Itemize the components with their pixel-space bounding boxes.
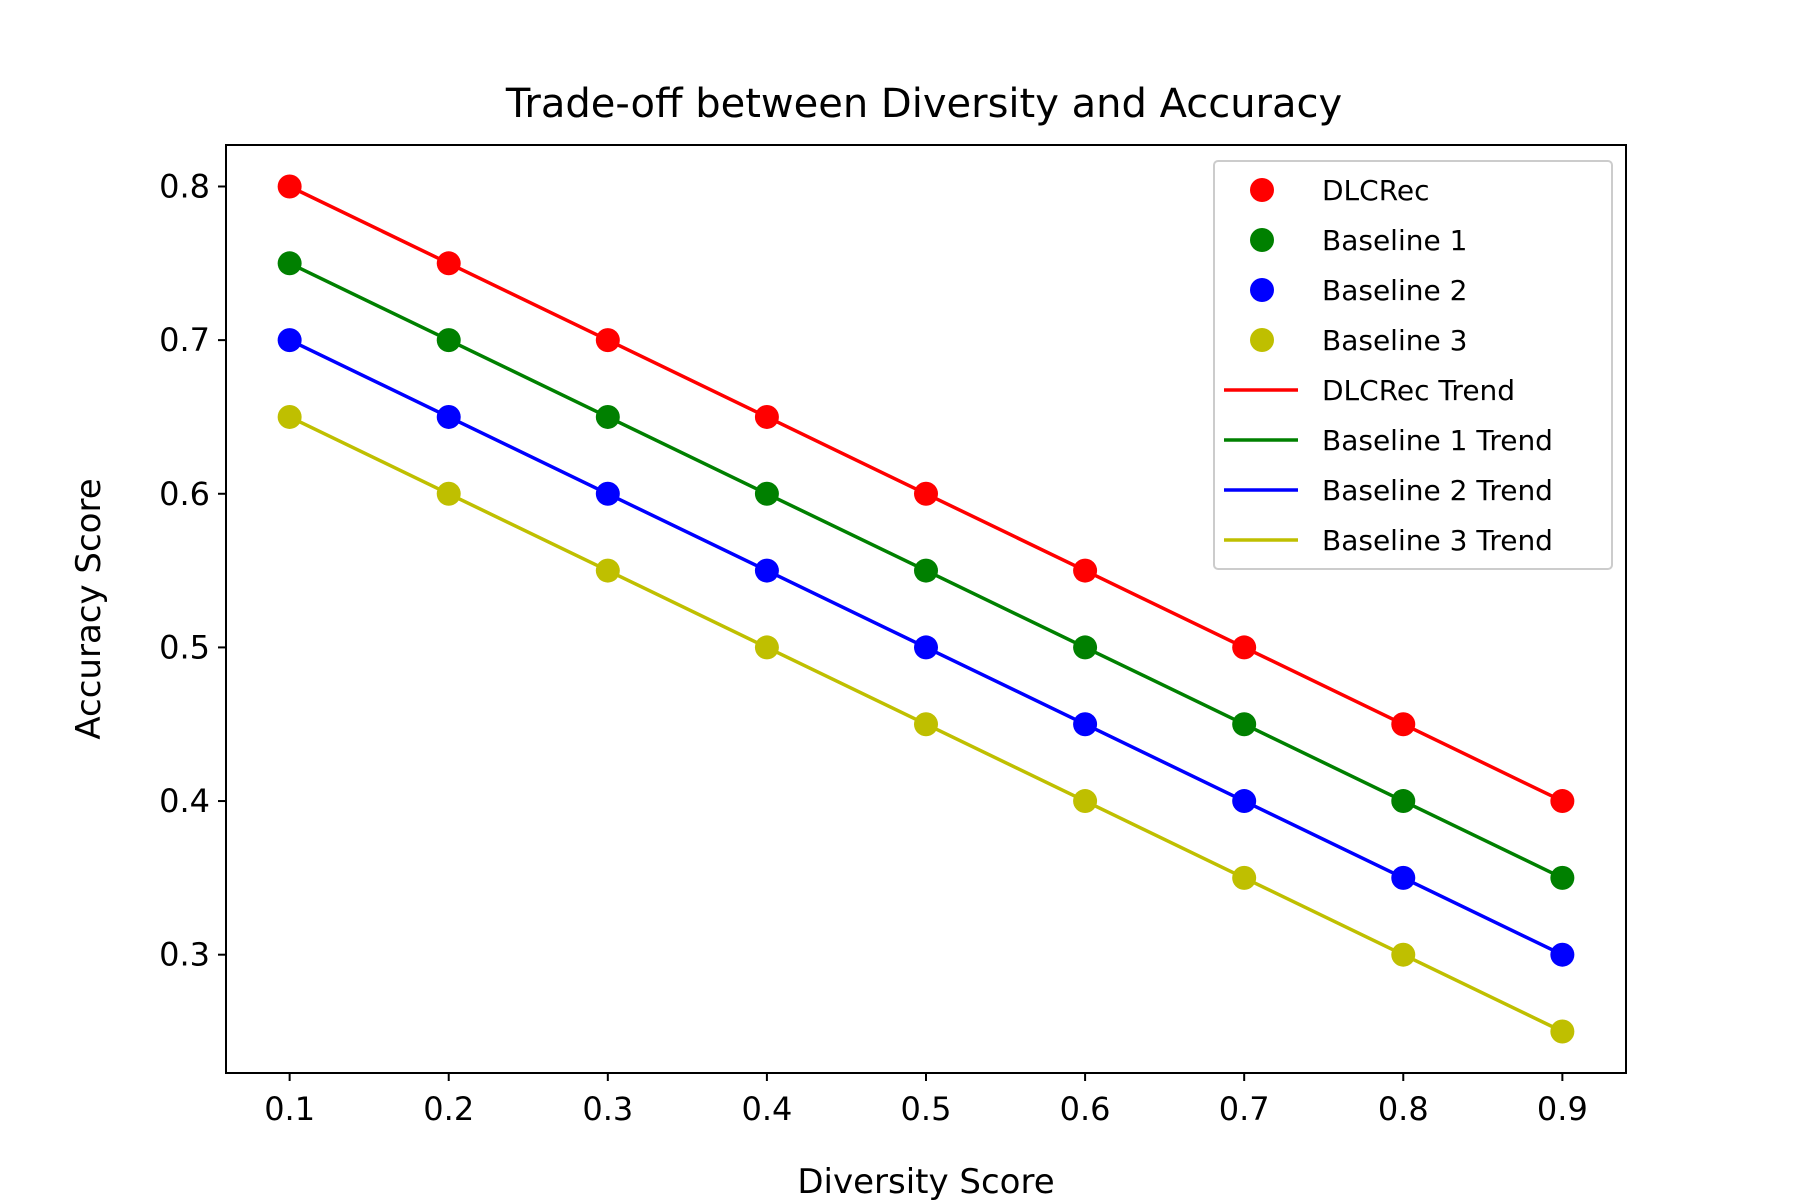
data-point	[914, 558, 938, 583]
legend-marker	[1250, 328, 1274, 352]
y-tick-label: 0.7	[159, 321, 210, 359]
legend-label: Baseline 2	[1322, 274, 1467, 307]
data-point	[1073, 712, 1098, 737]
data-point	[914, 635, 938, 660]
y-tick-label: 0.3	[159, 936, 210, 974]
x-tick-label: 0.4	[741, 1090, 792, 1128]
data-point	[277, 174, 302, 199]
x-tick-label: 0.5	[901, 1090, 952, 1128]
y-axis-label: Accuracy Score	[69, 478, 109, 739]
x-tick-label: 0.7	[1219, 1090, 1270, 1128]
x-tick-label: 0.9	[1537, 1090, 1588, 1128]
data-point	[1550, 865, 1575, 890]
x-tick-label: 0.3	[582, 1090, 633, 1128]
data-point	[1550, 942, 1575, 967]
legend-label: DLCRec	[1322, 174, 1430, 207]
data-point	[754, 481, 779, 506]
data-point	[1232, 865, 1257, 890]
data-point	[595, 558, 620, 583]
data-point	[277, 328, 302, 353]
legend-box	[1213, 160, 1613, 570]
data-point	[1232, 712, 1257, 737]
x-tick-label: 0.6	[1060, 1090, 1111, 1128]
x-tick-label: 0.8	[1378, 1090, 1429, 1128]
data-point	[277, 404, 302, 429]
data-point	[436, 251, 461, 276]
data-point	[436, 481, 461, 506]
y-tick-label: 0.5	[159, 628, 210, 666]
data-point	[436, 404, 461, 429]
data-point	[754, 404, 779, 429]
plot-area	[277, 174, 1575, 1044]
legend: DLCRec Baseline 1 Baseline 2 Baseline 3 DLCR…	[1213, 160, 1613, 570]
data-point	[1073, 789, 1098, 814]
x-tick-label: 0.2	[423, 1090, 474, 1128]
data-point	[754, 635, 779, 660]
data-point	[436, 328, 461, 353]
legend-label: Baseline 1 Trend	[1322, 424, 1553, 457]
y-tick-label: 0.8	[159, 167, 210, 205]
data-point	[914, 712, 938, 737]
chart-title: Trade-off between Diversity and Accuracy	[505, 81, 1342, 127]
legend-marker	[1250, 178, 1274, 202]
data-point	[277, 251, 302, 276]
data-point	[1550, 789, 1575, 814]
y-tick-label: 0.6	[159, 475, 210, 513]
data-point	[595, 481, 620, 506]
data-point	[595, 404, 620, 429]
legend-marker	[1250, 228, 1274, 252]
data-point	[1550, 1019, 1575, 1044]
data-point	[1391, 942, 1416, 967]
data-point	[1391, 865, 1416, 890]
data-point	[1391, 789, 1416, 814]
x-axis: 0.1 0.2 0.3 0.4 0.5 0.6 0.7 0.8 0.9	[264, 1073, 1588, 1128]
data-point	[914, 481, 938, 506]
y-tick-label: 0.4	[159, 782, 210, 820]
data-point	[1073, 635, 1098, 660]
legend-label: Baseline 2 Trend	[1322, 474, 1553, 507]
data-point	[595, 328, 620, 353]
legend-label: Baseline 3	[1322, 324, 1467, 357]
data-point	[754, 558, 779, 583]
data-point	[1232, 789, 1257, 814]
x-tick-label: 0.1	[264, 1090, 315, 1128]
legend-label: DLCRec Trend	[1322, 374, 1515, 407]
legend-marker	[1250, 278, 1274, 302]
data-point	[1232, 635, 1257, 660]
data-point	[1391, 712, 1416, 737]
y-axis: 0.3 0.4 0.5 0.6 0.7 0.8	[159, 167, 226, 974]
data-point	[1073, 558, 1098, 583]
legend-label: Baseline 1	[1322, 224, 1467, 257]
legend-label: Baseline 3 Trend	[1322, 524, 1553, 557]
x-axis-label: Diversity Score	[797, 1162, 1054, 1200]
